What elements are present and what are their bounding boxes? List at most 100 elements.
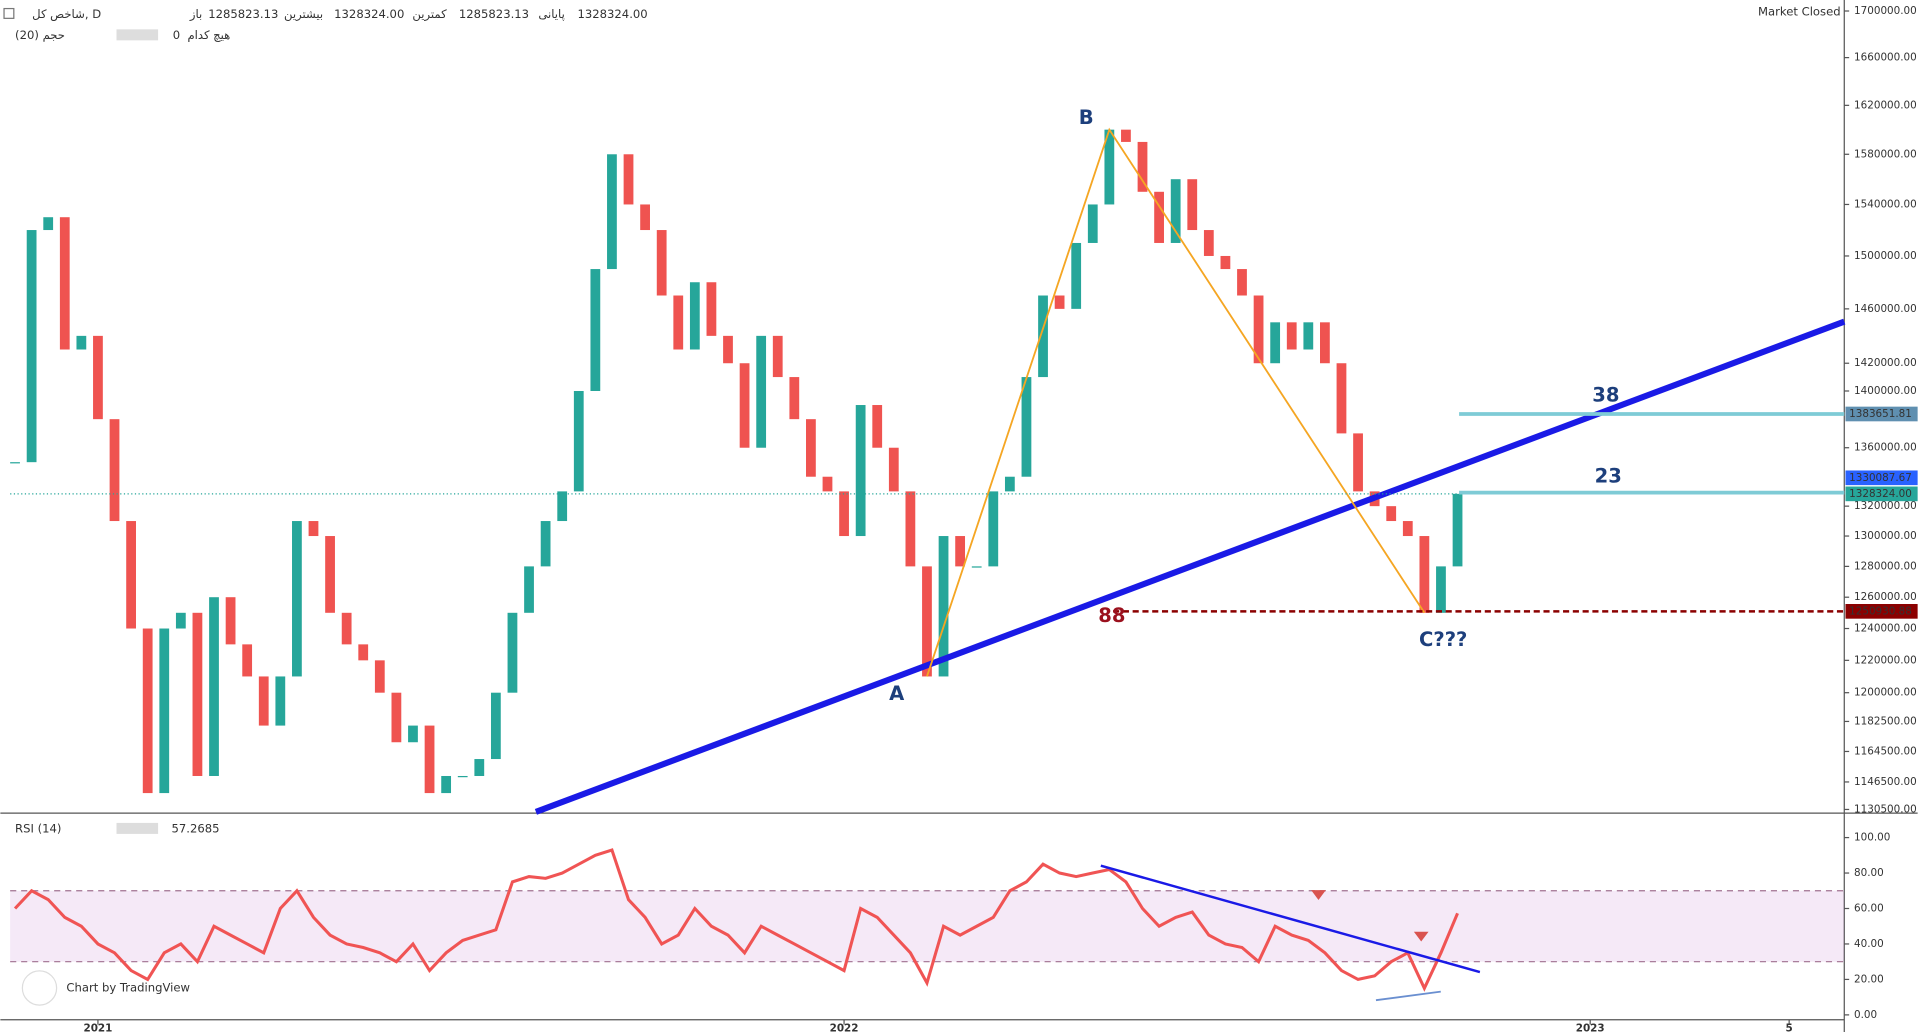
candle xyxy=(872,405,883,448)
y-tick-label: 1540000.00 xyxy=(1854,198,1917,210)
price-label-bg xyxy=(1845,604,1918,619)
y-tick-label: 20.00 xyxy=(1854,973,1884,985)
y-tick-label: 1146500.00 xyxy=(1854,776,1917,788)
y-tick-label: 1130500.00 xyxy=(1854,803,1917,815)
field-value: 1328324.00 xyxy=(578,7,648,21)
candle xyxy=(673,295,684,350)
y-tick-label: 1660000.00 xyxy=(1854,52,1917,64)
collapse-button[interactable] xyxy=(3,7,15,19)
tradingview-logo[interactable] xyxy=(21,970,58,1006)
candle xyxy=(888,447,899,492)
annotation: 23 xyxy=(1595,464,1622,487)
candle xyxy=(955,536,966,567)
candle xyxy=(1038,295,1048,378)
field-label: بیشترین xyxy=(284,7,323,22)
rsi-value: 57.2685 xyxy=(172,822,220,836)
candle xyxy=(242,644,253,677)
candle xyxy=(1220,255,1231,270)
candle xyxy=(1004,476,1015,492)
annotation: 88 xyxy=(1098,604,1125,627)
candle xyxy=(457,775,468,778)
candle xyxy=(474,759,485,776)
candle xyxy=(1303,322,1314,350)
y-tick-label: 1320000.00 xyxy=(1854,500,1917,512)
y-tick-label: 100.00 xyxy=(1854,832,1890,844)
candle xyxy=(507,612,518,693)
y-tick-label: 1164500.00 xyxy=(1854,745,1917,757)
candle xyxy=(1021,377,1032,477)
field-value: 1285823.13 xyxy=(459,7,529,21)
y-tick-label: 1460000.00 xyxy=(1854,303,1917,315)
candle xyxy=(540,521,551,567)
indicator-buttons[interactable] xyxy=(116,822,159,834)
candle xyxy=(772,335,783,378)
candle xyxy=(706,282,717,336)
volume-value: 0 xyxy=(173,28,180,42)
y-tick-label: 1220000.00 xyxy=(1854,654,1917,666)
candle xyxy=(408,725,418,743)
candle xyxy=(490,692,501,760)
candle xyxy=(689,282,700,350)
candle xyxy=(192,612,203,776)
candle xyxy=(1436,566,1446,613)
arrow-down xyxy=(1413,931,1429,942)
candle xyxy=(656,230,667,296)
candle xyxy=(1104,129,1115,205)
candle xyxy=(938,536,949,677)
y-tick-label: 1360000.00 xyxy=(1854,442,1917,454)
y-tick-label: 1420000.00 xyxy=(1854,357,1917,369)
wave-line xyxy=(926,127,1426,677)
y-tick-label: 1620000.00 xyxy=(1854,99,1917,111)
candle xyxy=(855,405,866,537)
candle xyxy=(1353,433,1363,492)
y-tick-label: 80.00 xyxy=(1854,867,1884,879)
candle xyxy=(325,536,335,613)
candle xyxy=(1154,191,1164,243)
volume-title: حجم (20) xyxy=(15,28,65,42)
annotation: C??? xyxy=(1419,628,1467,651)
candle xyxy=(391,692,402,743)
market-status: Market Closed xyxy=(1758,5,1841,19)
candle xyxy=(258,676,269,726)
y-tick-label: 1280000.00 xyxy=(1854,560,1917,572)
indicator-buttons[interactable] xyxy=(116,29,159,41)
candle xyxy=(441,775,452,794)
candle xyxy=(1054,295,1065,309)
candle xyxy=(275,676,286,726)
candle xyxy=(1386,506,1397,522)
y-tick-label: 1700000.00 xyxy=(1854,5,1917,17)
rsi-band xyxy=(10,890,1845,962)
price-label-bg xyxy=(1845,470,1918,486)
candle xyxy=(142,628,153,794)
symbol: شاخص کل, D xyxy=(32,7,101,22)
field-label: پایانی xyxy=(538,7,564,21)
candle xyxy=(292,521,302,677)
candle xyxy=(723,335,733,364)
price-label: 1383651.81 xyxy=(1849,408,1912,420)
candle xyxy=(374,660,385,693)
x-tick-label: 2022 xyxy=(830,1022,859,1032)
candle xyxy=(26,230,37,463)
price-label: 1250930.88 xyxy=(1849,605,1912,617)
y-tick-label: 1200000.00 xyxy=(1854,687,1917,699)
candle xyxy=(1237,269,1247,296)
candle xyxy=(1121,129,1131,142)
candle xyxy=(1286,322,1297,350)
candle xyxy=(1320,322,1330,364)
field-value: 1285823.13 xyxy=(208,7,278,21)
candle xyxy=(640,204,650,231)
candle xyxy=(1402,521,1413,537)
candle xyxy=(341,612,352,645)
candle xyxy=(424,725,435,794)
x-tick-label: 2021 xyxy=(83,1022,112,1032)
candle xyxy=(76,335,87,350)
candle xyxy=(1170,179,1181,243)
candle xyxy=(789,377,800,420)
candle xyxy=(109,419,120,522)
candle xyxy=(988,491,999,567)
y-tick-label: 1260000.00 xyxy=(1854,591,1917,603)
volume-ma: هیچ کدام xyxy=(187,28,230,42)
branding[interactable]: Chart by TradingView xyxy=(66,980,190,994)
candle xyxy=(739,363,750,448)
